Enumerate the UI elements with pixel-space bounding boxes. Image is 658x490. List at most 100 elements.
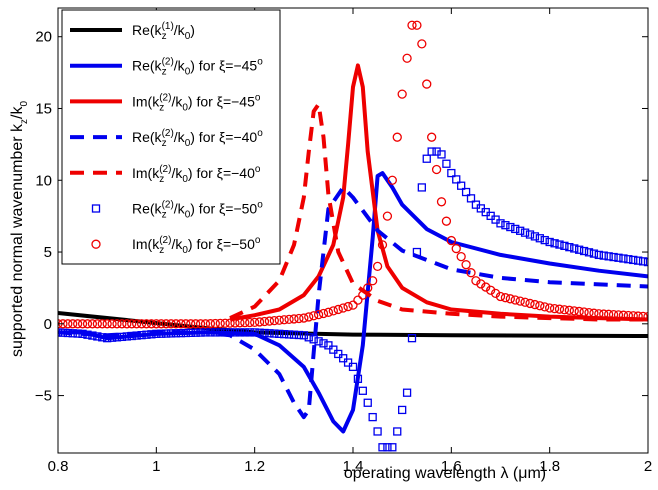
marker-circle-6-65 — [372, 261, 383, 272]
x-tick-label-4: 1.6 — [441, 458, 462, 475]
marker-square-5-37 — [235, 328, 245, 337]
y-tick-label-0: −5 — [35, 388, 52, 405]
marker-square-5-46 — [280, 329, 289, 339]
marker-circle-6-36 — [230, 318, 240, 328]
marker-circle-6-83 — [461, 260, 471, 270]
marker-square-5-68 — [388, 443, 397, 452]
marker-square-5-40 — [250, 328, 259, 337]
marker-square-5-97 — [530, 232, 540, 241]
marker-circle-6-35 — [225, 318, 235, 328]
x-tick-label-1: 1 — [152, 458, 160, 475]
marker-square-5-100 — [545, 237, 554, 247]
marker-circle-6-92 — [505, 294, 515, 304]
marker-circle-6-84 — [466, 268, 476, 278]
marker-square-5-14 — [122, 332, 131, 341]
marker-circle-6-51 — [304, 312, 314, 322]
marker-square-5-33 — [216, 328, 225, 337]
marker-circle-6-64 — [368, 276, 378, 286]
marker-square-5-78 — [437, 150, 446, 159]
marker-circle-6-6 — [82, 319, 93, 329]
marker-square-5-55 — [324, 341, 333, 350]
marker-circle-6-120 — [643, 311, 648, 322]
marker-circle-6-86 — [476, 279, 486, 289]
marker-circle-6-78 — [436, 197, 447, 207]
marker-square-5-62 — [358, 386, 367, 395]
marker-circle-6-55 — [323, 307, 334, 317]
marker-square-5-114 — [614, 253, 623, 262]
marker-square-5-106 — [575, 245, 584, 254]
marker-circle-6-17 — [136, 319, 147, 329]
marker-circle-6-38 — [240, 318, 250, 328]
marker-square-5-0 — [58, 328, 63, 337]
marker-circle-6-85 — [471, 276, 481, 286]
marker-square-5-63 — [363, 398, 372, 407]
marker-circle-6-91 — [500, 293, 511, 303]
y-tick-label-1: 0 — [44, 316, 52, 333]
marker-square-5-10 — [103, 334, 112, 343]
marker-square-5-1 — [58, 328, 68, 337]
marker-square-5-20 — [152, 329, 161, 339]
marker-circle-6-28 — [191, 319, 201, 329]
marker-square-5-50 — [299, 331, 308, 340]
marker-circle-6-27 — [186, 319, 196, 329]
legend-label-1: Re(k(2) z/k0) for ξ=−45o — [132, 57, 263, 78]
marker-square-5-44 — [270, 329, 279, 338]
marker-circle-6-50 — [299, 313, 309, 323]
y-axis-label-sub-z: z — [19, 119, 30, 124]
marker-square-5-32 — [211, 328, 220, 337]
marker-circle-6-93 — [510, 295, 520, 305]
marker-square-5-56 — [329, 345, 338, 354]
marker-square-5-96 — [525, 230, 535, 239]
marker-square-5-71 — [402, 388, 412, 397]
marker-circle-6-80 — [446, 235, 456, 246]
marker-circle-6-88 — [486, 285, 496, 295]
marker-circle-6-33 — [215, 318, 225, 329]
marker-square-5-19 — [147, 330, 156, 339]
marker-circle-6-68 — [387, 175, 397, 185]
marker-circle-6-60 — [348, 300, 358, 310]
legend-label-6: Im(k(2) z/k0) for ξ=−50o — [132, 235, 261, 256]
marker-circle-6-25 — [176, 319, 186, 329]
marker-circle-6-57 — [333, 304, 343, 315]
marker-square-5-41 — [255, 328, 264, 337]
marker-circle-6-44 — [269, 315, 279, 326]
series-5 — [58, 147, 648, 452]
marker-square-5-24 — [171, 329, 181, 338]
marker-circle-6-90 — [495, 291, 506, 302]
x-tick-label-5: 1.8 — [539, 458, 560, 475]
marker-circle-6-61 — [353, 295, 363, 305]
marker-circle-6-108 — [584, 307, 594, 318]
marker-square-5-93 — [511, 224, 520, 234]
marker-circle-6-106 — [574, 306, 584, 317]
marker-square-5-69 — [393, 427, 402, 436]
marker-square-5-101 — [550, 239, 559, 248]
marker-circle-6-107 — [579, 307, 589, 317]
series-4 — [229, 102, 648, 322]
marker-circle-6-99 — [540, 302, 550, 312]
marker-square-5-108 — [584, 248, 594, 257]
marker-square-5-34 — [221, 328, 230, 337]
marker-circle-6-75 — [422, 79, 432, 89]
marker-square-5-13 — [117, 332, 127, 342]
y-tick-label-4: 15 — [35, 100, 52, 117]
marker-square-5-17 — [137, 330, 146, 340]
marker-square-5-84 — [466, 194, 476, 203]
legend-label-5: Re(k(2) z/k0) for ξ=−50o — [132, 200, 263, 221]
marker-circle-6-11 — [107, 319, 117, 329]
marker-circle-6-74 — [417, 39, 427, 49]
marker-circle-6-96 — [525, 298, 535, 309]
y-tick-label-3: 10 — [35, 172, 52, 189]
marker-circle-6-97 — [530, 299, 540, 310]
legend-swatch-5 — [91, 204, 101, 213]
marker-square-5-51 — [304, 333, 313, 342]
marker-circle-6-114 — [613, 310, 624, 320]
marker-square-5-47 — [284, 330, 294, 339]
marker-circle-6-7 — [87, 319, 98, 329]
marker-square-5-74 — [417, 183, 426, 192]
marker-circle-6-4 — [73, 319, 83, 329]
marker-square-5-112 — [604, 252, 613, 261]
marker-circle-6-39 — [245, 317, 255, 328]
marker-square-5-64 — [368, 412, 377, 422]
marker-square-5-38 — [240, 328, 249, 337]
marker-square-5-120 — [643, 257, 648, 267]
